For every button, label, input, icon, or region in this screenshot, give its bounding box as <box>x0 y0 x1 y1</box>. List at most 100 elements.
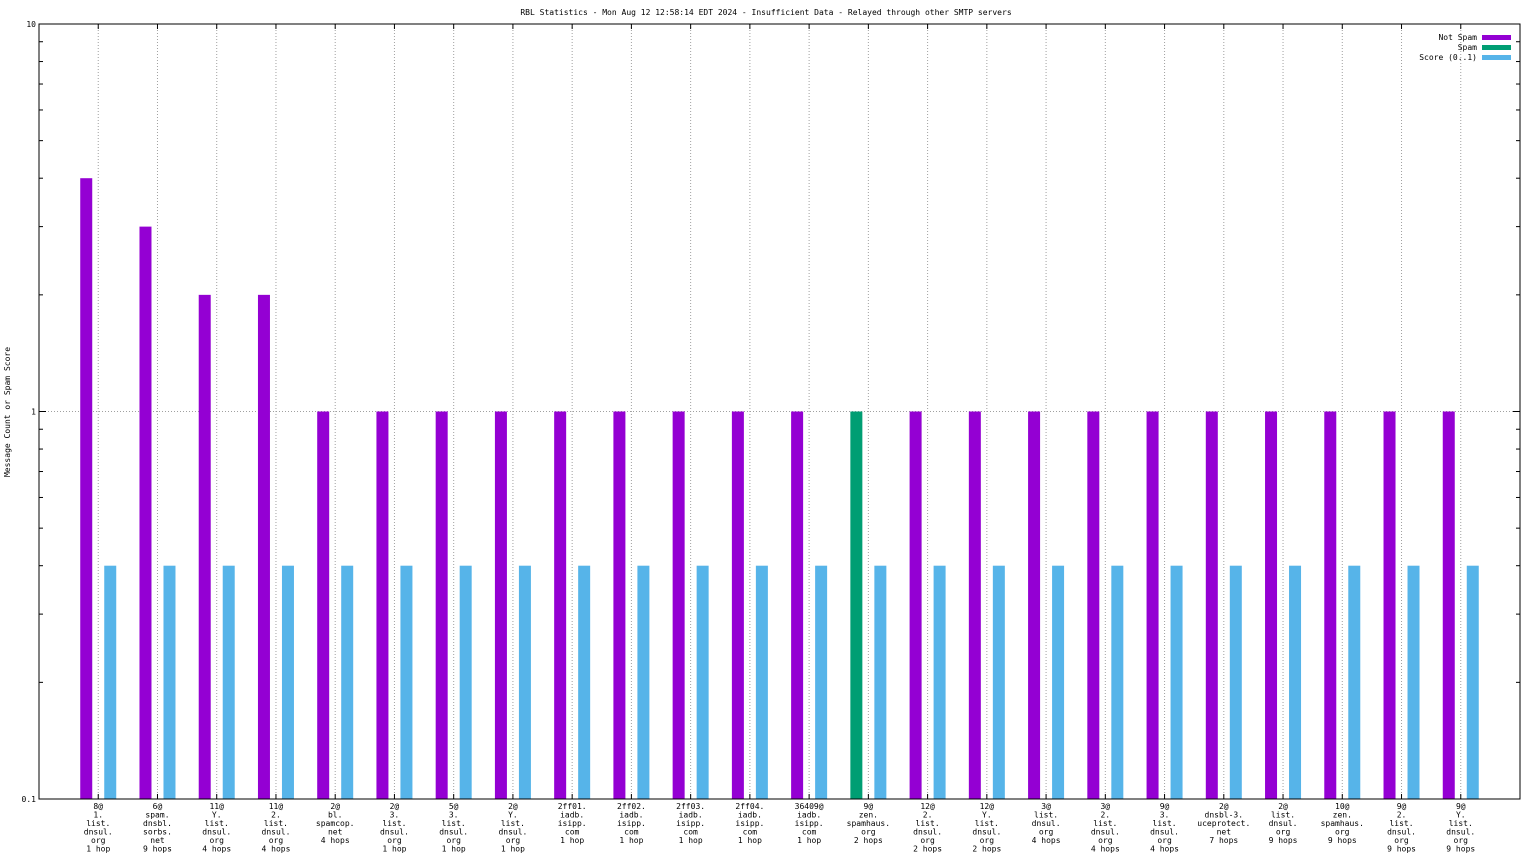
x-tick-label: iadb. <box>679 811 703 820</box>
bar-score-0-1 <box>1466 565 1479 799</box>
x-tick-label: isipp. <box>676 819 705 828</box>
x-tick-label: 11@ <box>209 802 224 811</box>
x-tick-label: org <box>1276 828 1291 837</box>
x-tick-label: dnsul. <box>1387 828 1416 837</box>
bar-not-spam <box>317 411 330 799</box>
x-tick-label: dnsbl. <box>143 819 172 828</box>
x-tick-label: 2ff01. <box>558 802 587 811</box>
x-tick-label: 11@ <box>269 802 284 811</box>
x-tick-label: iadb. <box>738 811 762 820</box>
x-tick-label: 1 hop <box>679 836 703 845</box>
legend-label: Not Spam <box>1438 33 1477 42</box>
x-tick-label: org <box>861 828 876 837</box>
x-tick-label: dnsul. <box>439 828 468 837</box>
bar-not-spam <box>1087 411 1100 799</box>
x-tick-label: list. <box>442 819 466 828</box>
bar-score-0-1 <box>341 565 354 799</box>
x-tick-label: 10@ <box>1335 802 1350 811</box>
x-tick-label: 1. <box>93 811 103 820</box>
x-tick-label: 2@ <box>330 802 340 811</box>
x-tick-label: dnsul. <box>913 828 942 837</box>
bar-not-spam <box>435 411 448 799</box>
bar-not-spam <box>791 411 804 799</box>
bar-not-spam <box>1146 411 1159 799</box>
x-tick-label: org <box>980 836 995 845</box>
x-tick-label: org <box>1039 828 1054 837</box>
bar-score-0-1 <box>578 565 591 799</box>
x-tick-label: list. <box>382 819 406 828</box>
x-tick-label: list. <box>264 819 288 828</box>
bar-not-spam <box>731 411 744 799</box>
x-tick-label: com <box>624 828 639 837</box>
x-tick-label: zen. <box>1333 811 1352 820</box>
x-tick-label: list. <box>975 819 999 828</box>
bar-spam <box>850 411 863 799</box>
x-tick-label: list. <box>1449 819 1473 828</box>
x-tick-label: 9 hops <box>1387 845 1416 854</box>
x-tick-label: list. <box>205 819 229 828</box>
x-tick-label: spamhaus. <box>1321 819 1364 828</box>
bar-score-0-1 <box>1052 565 1065 799</box>
x-tick-label: iadb. <box>797 811 821 820</box>
x-tick-label: sorbs. <box>143 828 172 837</box>
x-tick-label: org <box>506 836 521 845</box>
x-tick-label: org <box>1098 836 1113 845</box>
x-tick-label: 12@ <box>920 802 935 811</box>
legend-label: Spam <box>1458 43 1477 52</box>
x-tick-label: 1 hop <box>442 845 466 854</box>
x-tick-label: 1 hop <box>86 845 110 854</box>
x-tick-label: 1 hop <box>560 836 584 845</box>
x-tick-label: dnsbl-3. <box>1205 811 1244 820</box>
x-tick-label: 2. <box>1397 811 1407 820</box>
bar-score-0-1 <box>815 565 828 799</box>
x-tick-label: org <box>446 836 461 845</box>
x-tick-label: 9@ <box>1160 802 1170 811</box>
x-tick-label: org <box>269 836 284 845</box>
x-tick-label: 4 hops <box>1091 845 1120 854</box>
bar-not-spam <box>909 411 922 799</box>
x-tick-label: com <box>683 828 698 837</box>
bar-score-0-1 <box>459 565 472 799</box>
bar-score-0-1 <box>1111 565 1124 799</box>
bar-score-0-1 <box>1348 565 1361 799</box>
x-tick-label: org <box>91 836 106 845</box>
x-tick-label: 2ff03. <box>676 802 705 811</box>
x-tick-label: dnsul. <box>972 828 1001 837</box>
grid-lines <box>39 24 1520 799</box>
x-tick-label: 1 hop <box>382 845 406 854</box>
x-tick-label: Y. <box>508 811 518 820</box>
x-tick-label: dnsul. <box>1446 828 1475 837</box>
legend-swatch <box>1482 35 1511 40</box>
bar-not-spam <box>376 411 389 799</box>
x-tick-label: 9@ <box>1397 802 1407 811</box>
bar-not-spam <box>257 294 270 799</box>
bar-not-spam <box>1324 411 1337 799</box>
bars <box>80 178 1479 800</box>
bar-score-0-1 <box>1170 565 1183 799</box>
x-tick-label: dnsul. <box>262 828 291 837</box>
x-tick-label: com <box>802 828 817 837</box>
x-tick-label: 2. <box>923 811 933 820</box>
x-tick-label: Y. <box>212 811 222 820</box>
x-tick-label: 12@ <box>980 802 995 811</box>
bar-score-0-1 <box>992 565 1005 799</box>
x-tick-label: 7 hops <box>1209 836 1238 845</box>
x-tick-label: 4 hops <box>202 845 231 854</box>
legend-label: Score (0..1) <box>1419 53 1477 62</box>
x-tick-label: org <box>387 836 402 845</box>
x-tick-label: list. <box>501 819 525 828</box>
bar-not-spam <box>1205 411 1218 799</box>
x-tick-label: isipp. <box>735 819 764 828</box>
x-tick-label: bl. <box>328 811 342 820</box>
x-tick-label: 3. <box>390 811 400 820</box>
x-tick-label: com <box>565 828 580 837</box>
x-tick-label: spam. <box>145 811 169 820</box>
x-tick-label: org <box>1335 828 1350 837</box>
x-tick-label: dnsul. <box>1091 828 1120 837</box>
x-tick-label: 2@ <box>508 802 518 811</box>
x-tick-label: 2 hops <box>972 845 1001 854</box>
x-tick-label: isipp. <box>795 819 824 828</box>
